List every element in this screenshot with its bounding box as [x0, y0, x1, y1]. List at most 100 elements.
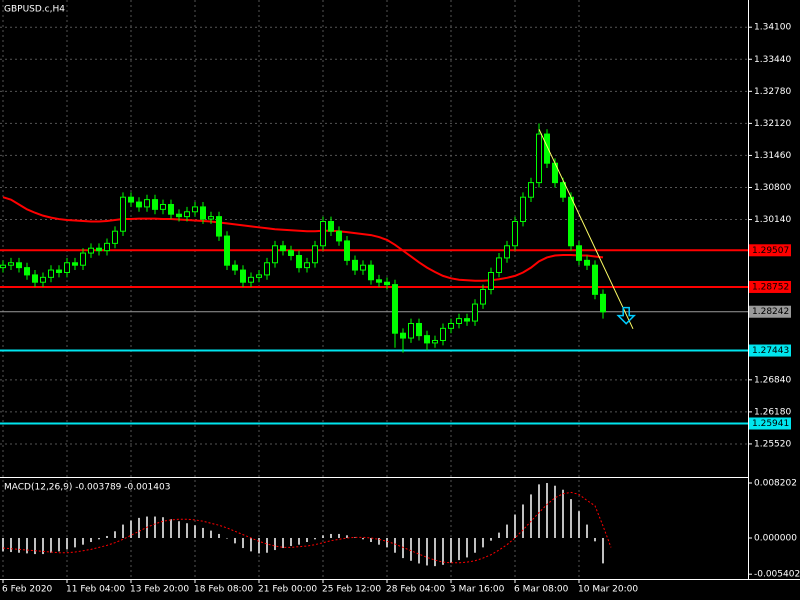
y-tick-label: 1.31460: [754, 151, 791, 161]
candle-body: [456, 318, 462, 324]
candle-body: [24, 267, 30, 276]
candle-body: [368, 264, 374, 281]
y-tick-label: 0.000000: [754, 533, 797, 543]
candle-body: [360, 264, 366, 271]
candle-body: [304, 262, 310, 269]
candle-body: [208, 216, 214, 220]
macd-bar: [122, 524, 124, 538]
candle-body: [104, 242, 110, 252]
candle-body: [144, 199, 150, 208]
macd-bar: [410, 537, 412, 561]
macd-bar: [362, 537, 364, 540]
candle-body: [384, 281, 390, 286]
candle-body: [264, 262, 270, 276]
candle-body: [392, 284, 398, 334]
price-label-box: [749, 280, 791, 293]
candle-body: [400, 332, 406, 339]
y-tick-label: 0.008202: [754, 479, 797, 489]
candle-body: [40, 276, 46, 283]
candle-body: [256, 274, 262, 278]
macd-bar: [106, 535, 108, 538]
macd-bar: [218, 533, 220, 538]
candle-body: [584, 259, 590, 266]
candle-body: [184, 211, 190, 218]
macd-bar: [386, 537, 388, 548]
candle-body: [544, 133, 550, 164]
macd-bar: [322, 535, 324, 538]
macd-bar: [290, 537, 292, 547]
macd-bar: [130, 520, 132, 538]
candle-body: [432, 339, 438, 344]
macd-bar: [434, 537, 436, 567]
macd-bar: [2, 537, 4, 552]
macd-bar: [378, 537, 380, 545]
macd-bar: [338, 533, 340, 538]
x-tick-label: 10 Mar 20:00: [578, 585, 638, 595]
macd-bar: [82, 537, 84, 545]
candle-body: [248, 276, 254, 283]
sell-arrow: [616, 306, 637, 325]
macd-bar: [202, 527, 204, 538]
macd-bar: [394, 537, 396, 553]
candle-body: [240, 269, 246, 283]
candle-body: [336, 230, 342, 242]
candle-body: [112, 230, 118, 244]
x-tick-label: 6 Feb 2020: [2, 585, 53, 595]
macd-bar: [266, 537, 268, 553]
candle-body: [472, 303, 478, 322]
price-label-box: [749, 344, 791, 357]
candle-body: [416, 322, 422, 337]
macd-bar: [250, 537, 252, 552]
candle-body: [464, 318, 470, 322]
candle-body: [120, 196, 126, 232]
candle-body: [288, 250, 294, 256]
macd-bar: [546, 483, 548, 538]
macd-bar: [474, 537, 476, 553]
candle-body: [280, 245, 286, 252]
macd-bar: [522, 504, 524, 538]
macd-bar: [570, 499, 572, 538]
y-tick-label: -0.005402: [754, 570, 800, 580]
macd-title: MACD(12,26,9) -0.003789 -0.001403: [4, 483, 170, 493]
macd-bar: [114, 531, 116, 538]
macd-bar: [426, 537, 428, 566]
price-label: 1.27443: [752, 346, 789, 356]
macd-bar: [66, 537, 68, 550]
macd-bar: [562, 489, 564, 538]
candle-body: [136, 201, 142, 208]
y-tick-label: 1.32780: [754, 87, 791, 97]
macd-bar: [586, 524, 588, 538]
macd-bar: [354, 537, 356, 538]
candle-body: [576, 245, 582, 261]
x-tick-label: 25 Feb 12:00: [322, 585, 381, 595]
macd-bar: [402, 537, 404, 559]
price-label: 1.29507: [752, 246, 789, 256]
candle-body: [80, 252, 86, 266]
candle-body: [96, 247, 102, 252]
price-label-box: [749, 244, 791, 257]
candle-body: [16, 262, 22, 269]
y-tick-label: 1.26840: [754, 375, 791, 385]
y-tick-label: 1.30800: [754, 183, 791, 193]
candle-body: [424, 335, 430, 344]
macd-bar: [306, 537, 308, 543]
macd-bar: [578, 511, 580, 538]
candle-body: [600, 293, 606, 313]
x-tick-label: 18 Feb 08:00: [194, 585, 253, 595]
macd-bar: [170, 519, 172, 538]
candle-body: [8, 262, 14, 266]
candle-body: [320, 220, 326, 247]
chart-title: GBPUSD.c,H4: [4, 5, 65, 15]
candle-body: [480, 288, 486, 305]
candle-body: [488, 271, 494, 290]
candle-body: [352, 259, 358, 271]
x-tick-label: 6 Mar 08:00: [514, 585, 569, 595]
macd-bar: [330, 533, 332, 538]
macd-bar: [234, 537, 236, 544]
macd-bar: [42, 537, 44, 555]
candle-body: [528, 182, 534, 198]
macd-bar: [178, 521, 180, 538]
candle-body: [344, 240, 350, 261]
